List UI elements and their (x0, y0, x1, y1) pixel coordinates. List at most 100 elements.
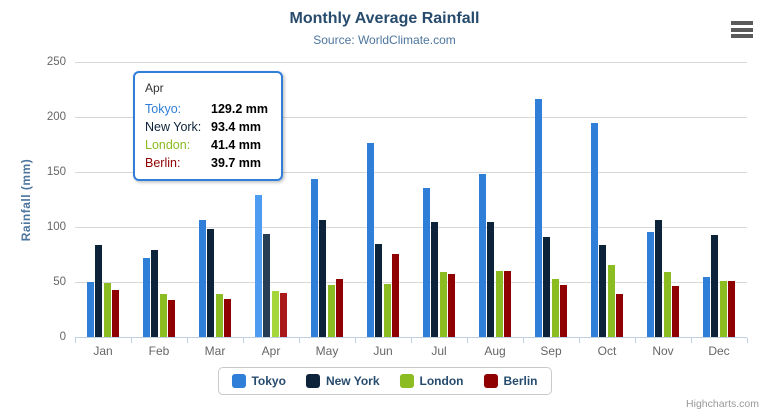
bar-london-aug[interactable] (495, 271, 503, 337)
legend-swatch (483, 374, 498, 388)
bar-berlin-dec[interactable] (728, 280, 736, 337)
hamburger-icon (731, 21, 753, 25)
legend-swatch (305, 374, 320, 388)
bar-london-jan[interactable] (103, 283, 111, 337)
bar-new-york-apr[interactable] (263, 234, 271, 337)
tooltip: Apr Tokyo: 129.2 mm New York: 93.4 mm London… (133, 71, 283, 181)
y-axis-label: 100 (46, 221, 66, 233)
bar-london-apr[interactable] (271, 291, 279, 337)
bar-new-york-oct[interactable] (599, 245, 607, 337)
bar-london-may[interactable] (327, 285, 335, 337)
bar-berlin-may[interactable] (336, 279, 344, 337)
x-axis-tick (467, 338, 468, 343)
tooltip-series-value: 39.7 mm (211, 156, 262, 170)
hamburger-icon (731, 34, 753, 38)
x-axis-label: Nov (652, 344, 674, 358)
x-axis-tick (243, 338, 244, 343)
bar-berlin-sep[interactable] (560, 284, 568, 337)
export-menu-button[interactable] (731, 21, 755, 38)
bar-tokyo-apr[interactable] (254, 194, 262, 337)
bar-tokyo-dec[interactable] (702, 277, 710, 337)
legend-item-berlin[interactable]: Berlin (483, 374, 538, 388)
bar-berlin-feb[interactable] (168, 300, 176, 337)
bar-new-york-may[interactable] (319, 220, 327, 337)
bar-tokyo-jul[interactable] (422, 187, 430, 337)
hamburger-icon (731, 27, 753, 32)
legend-label: Berlin (503, 374, 538, 388)
bar-tokyo-may[interactable] (310, 178, 318, 337)
bar-tokyo-feb[interactable] (142, 258, 150, 337)
legend-swatch (399, 374, 414, 388)
x-axis-tick (131, 338, 132, 343)
bar-tokyo-jun[interactable] (366, 143, 374, 337)
legend-item-london[interactable]: London (399, 374, 464, 388)
bar-tokyo-sep[interactable] (534, 98, 542, 337)
bar-berlin-aug[interactable] (504, 270, 512, 337)
bar-new-york-aug[interactable] (487, 222, 495, 337)
x-axis-tick (691, 338, 692, 343)
x-axis-label: Jun (373, 344, 393, 358)
bar-new-york-mar[interactable] (207, 228, 215, 337)
bar-berlin-nov[interactable] (672, 285, 680, 337)
bar-berlin-apr[interactable] (280, 293, 288, 337)
bar-berlin-jun[interactable] (392, 253, 400, 337)
bar-tokyo-mar[interactable] (198, 219, 206, 337)
y-axis-label: 200 (46, 111, 66, 123)
x-axis-tick (523, 338, 524, 343)
bar-london-jul[interactable] (439, 272, 447, 337)
credits-link[interactable]: Highcharts.com (686, 398, 759, 410)
chart-subtitle: Source: WorldClimate.com (313, 33, 456, 47)
gridline (75, 116, 747, 118)
y-axis-label: 150 (46, 166, 66, 178)
legend-label: London (419, 374, 464, 388)
bar-london-mar[interactable] (215, 293, 223, 337)
tooltip-rows: Tokyo: 129.2 mm New York: 93.4 mm London: 41.… (145, 100, 271, 172)
bar-tokyo-oct[interactable] (590, 123, 598, 337)
bar-new-york-jan[interactable] (95, 245, 103, 337)
x-axis-label: Jan (93, 344, 113, 358)
tooltip-series-label: London: (145, 138, 191, 152)
bar-tokyo-jan[interactable] (86, 282, 94, 337)
tooltip-series-label: Berlin: (145, 156, 181, 170)
x-axis-tick (635, 338, 636, 343)
bar-berlin-mar[interactable] (224, 299, 232, 337)
chart-title: Monthly Average Rainfall (289, 10, 480, 27)
legend: Tokyo New York London Berlin (217, 367, 552, 395)
x-axis-label: Apr (261, 344, 281, 358)
gridline (75, 61, 747, 63)
bar-london-oct[interactable] (607, 265, 615, 337)
bar-new-york-jul[interactable] (431, 221, 439, 337)
tooltip-row: Tokyo: 129.2 mm (145, 100, 271, 118)
gridline (75, 281, 747, 283)
x-axis-label: Sep (540, 344, 562, 358)
bar-new-york-sep[interactable] (543, 236, 551, 337)
bar-berlin-jul[interactable] (448, 273, 456, 337)
bar-london-sep[interactable] (551, 279, 559, 337)
bar-tokyo-nov[interactable] (646, 231, 654, 337)
bar-new-york-feb[interactable] (151, 250, 159, 337)
x-axis-tick (75, 338, 76, 343)
tooltip-series-value: 93.4 mm (211, 120, 262, 134)
bar-london-nov[interactable] (663, 271, 671, 337)
legend-item-new-york[interactable]: New York (305, 374, 380, 388)
x-axis-tick (747, 338, 748, 343)
bar-london-dec[interactable] (719, 280, 727, 337)
bar-new-york-nov[interactable] (655, 219, 663, 337)
legend-item-tokyo[interactable]: Tokyo (231, 374, 286, 388)
bar-london-jun[interactable] (383, 283, 391, 337)
bar-berlin-jan[interactable] (112, 290, 120, 337)
x-axis-label: May (315, 344, 339, 358)
bar-new-york-jun[interactable] (375, 244, 383, 337)
x-axis-label: Feb (148, 344, 170, 358)
tooltip-series-label: Tokyo: (145, 102, 182, 116)
y-axis-label: 0 (59, 331, 66, 343)
legend-label: Tokyo (251, 374, 286, 388)
bar-tokyo-aug[interactable] (478, 173, 486, 337)
x-axis-label: Oct (597, 344, 617, 358)
y-axis-label: 50 (53, 276, 66, 288)
bar-london-feb[interactable] (159, 294, 167, 337)
bar-berlin-oct[interactable] (616, 293, 624, 337)
bar-new-york-dec[interactable] (711, 235, 719, 337)
x-axis-tick (355, 338, 356, 343)
